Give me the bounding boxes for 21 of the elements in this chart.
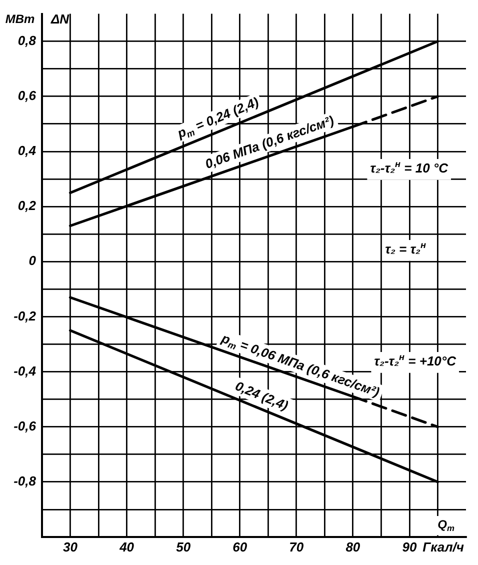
y-tick-label: 0,4 [18,143,37,158]
x-tick-label: 80 [346,539,361,554]
y-tick-label: 0 [28,253,37,268]
annotation: ΔN [50,11,70,26]
y-tick-label: -0,8 [14,474,37,489]
y-tick-label: -0,4 [14,363,37,378]
x-tick-label: 60 [232,539,248,554]
x-tick-label: 70 [289,539,304,554]
y-tick-label: 0,6 [18,88,37,103]
y-tick-label: 0,2 [18,198,37,214]
y-tick-label: -0,6 [14,418,37,434]
x-tick-label: 30 [63,539,78,554]
y-axis-title: МВт [5,12,35,26]
x-tick-label: 50 [176,539,192,554]
x-tick-label: 90 [402,539,418,554]
y-tick-label: -0,2 [14,308,37,324]
annotation: 0,24 (2,4) [233,378,290,414]
text: Гкал/ч [422,540,464,555]
x-tick-label: 40 [118,539,135,554]
annotation: pт = 0,24 (2,4) [174,94,261,142]
y-tick-label: 0,8 [18,32,37,48]
